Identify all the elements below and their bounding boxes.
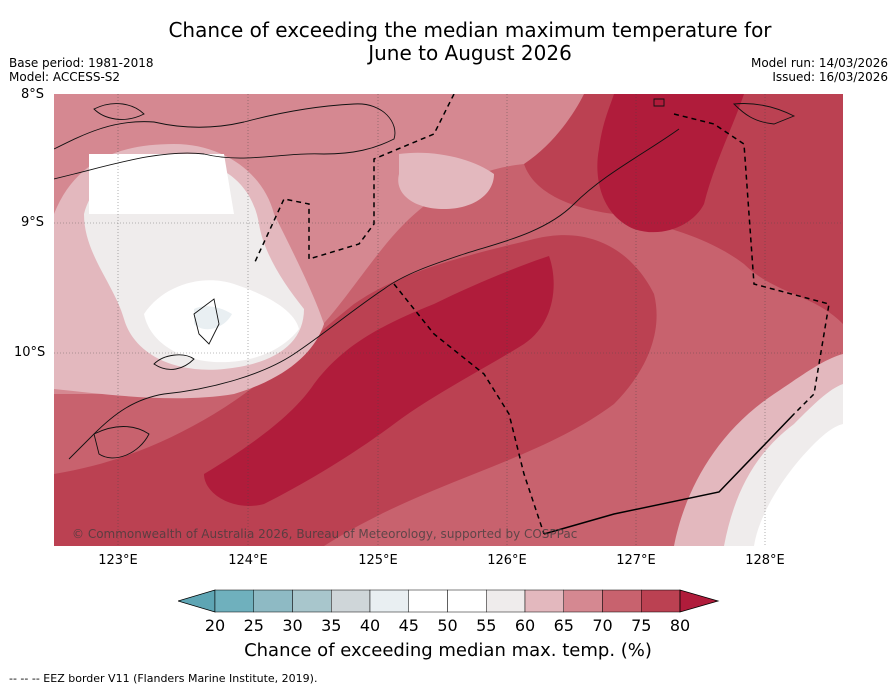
colorbar-segment [602,589,642,613]
colorbar-tick-label: 70 [592,616,613,635]
map-panel [54,94,843,546]
colorbar-segment [369,589,409,613]
colorbar-tick-label: 30 [282,616,303,635]
colorbar-tick-label: 45 [398,616,419,635]
colorbar-tick-label: 20 [204,616,226,635]
model-name: Model: ACCESS-S2 [9,70,121,84]
meta-right: Model run: 14/03/2026 Issued: 16/03/2026 [751,56,888,84]
eez-footnote: -- -- -- EEZ border V11 (Flanders Marine… [9,672,318,685]
title-line-1: Chance of exceeding the median maximum t… [168,18,772,42]
lon-label-125e: 125°E [358,553,398,568]
colorbar-segment [331,589,371,613]
colorbar-tick-label: 60 [514,616,536,635]
colorbar-tick-label: 50 [437,616,458,635]
eez-border [253,94,830,535]
lon-label-128e: 128°E [745,553,785,568]
colorbar-segment [447,589,487,613]
gridlines [54,94,843,546]
band-50-55-se [754,424,843,546]
issued-date: Issued: 16/03/2026 [772,70,888,84]
colorbar-tick-label: 35 [321,616,342,635]
band-40-45-west [194,306,232,330]
lat-label-9s: 9°S [21,215,45,230]
colorbar-extend-low [178,589,216,613]
meta-left: Base period: 1981-2018 Model: ACCESS-S2 [9,56,154,84]
band-80-central [204,256,554,506]
lat-label-8s: 8°S [21,87,45,102]
title-line-2: June to August 2026 [368,41,572,65]
colorbar-segment [253,589,293,613]
colorbar-tick-label: 75 [631,616,652,635]
colorbar-tick-label: 65 [553,616,574,635]
lon-label-127e: 127°E [616,553,656,568]
colorbar-tick-label: 55 [476,616,497,635]
colorbar-segment [214,589,254,613]
band-80-ne [597,94,744,233]
colorbar-segment [524,589,564,613]
colorbar-segment [486,589,526,613]
map-svg [54,94,843,546]
colorbar-segment [292,589,332,613]
eez-solid [543,413,795,535]
colorbar-label: Chance of exceeding median max. temp. (%… [244,640,652,661]
lon-label-126e: 126°E [487,553,527,568]
band-50-55-west [89,154,299,363]
colorbar-tick-label: 80 [669,616,691,635]
colorbar-segment [641,589,681,613]
colorbar-extend-high [679,589,720,613]
model-run: Model run: 14/03/2026 [750,56,888,70]
copyright-notice: © Commonwealth of Australia 2026, Bureau… [72,527,578,541]
band-60-65-central [398,152,494,209]
colorbar-segment [408,589,448,613]
colorbar [178,589,720,613]
lat-label-10s: 10°S [14,345,46,360]
coastlines [54,98,796,460]
lon-label-123e: 123°E [98,553,138,568]
colorbar-tick-label: 40 [359,616,381,635]
colorbar-segment [563,589,603,613]
base-period: Base period: 1981-2018 [9,56,154,70]
lon-label-124e: 124°E [228,553,268,568]
chart-title: Chance of exceeding the median maximum t… [0,19,896,65]
colorbar-tick-label: 25 [243,616,264,635]
